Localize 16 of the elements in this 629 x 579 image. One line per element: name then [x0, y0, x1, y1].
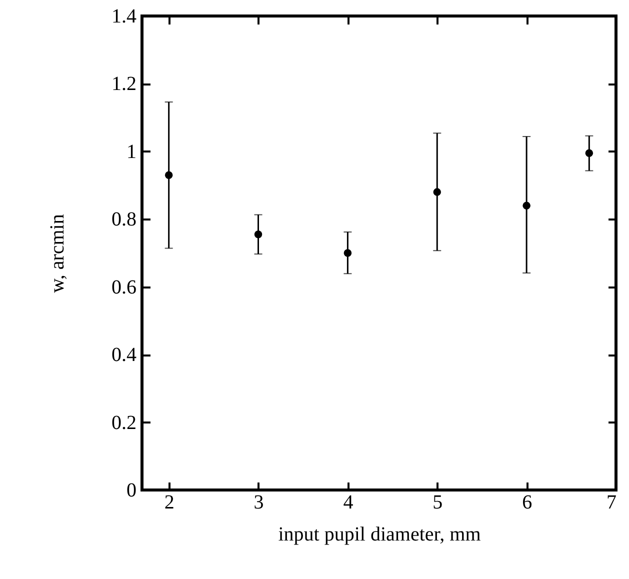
y-tick-label: 1	[126, 140, 136, 163]
x-tick-label: 5	[432, 492, 443, 514]
y-tick-label: 1.2	[112, 73, 136, 96]
y-tick-label: 0.2	[112, 412, 136, 434]
x-tick-label: 3	[254, 492, 264, 514]
y-tick-label: 0.6	[112, 276, 136, 298]
x-tick-label: 2	[164, 492, 174, 514]
y-axis-title: w, arcmin	[46, 214, 68, 293]
y-tick-label: 1.4	[112, 6, 136, 28]
y-tick-label: 0.4	[112, 344, 136, 366]
x-tick-label: 4	[343, 492, 354, 514]
x-axis-title: input pupil diameter, mm	[278, 524, 482, 546]
x-tick-label: 6	[522, 492, 532, 514]
y-tick-label: 0.8	[112, 208, 136, 231]
x-tick-label: 7	[606, 492, 616, 514]
y-tick-label: 0	[126, 480, 136, 502]
